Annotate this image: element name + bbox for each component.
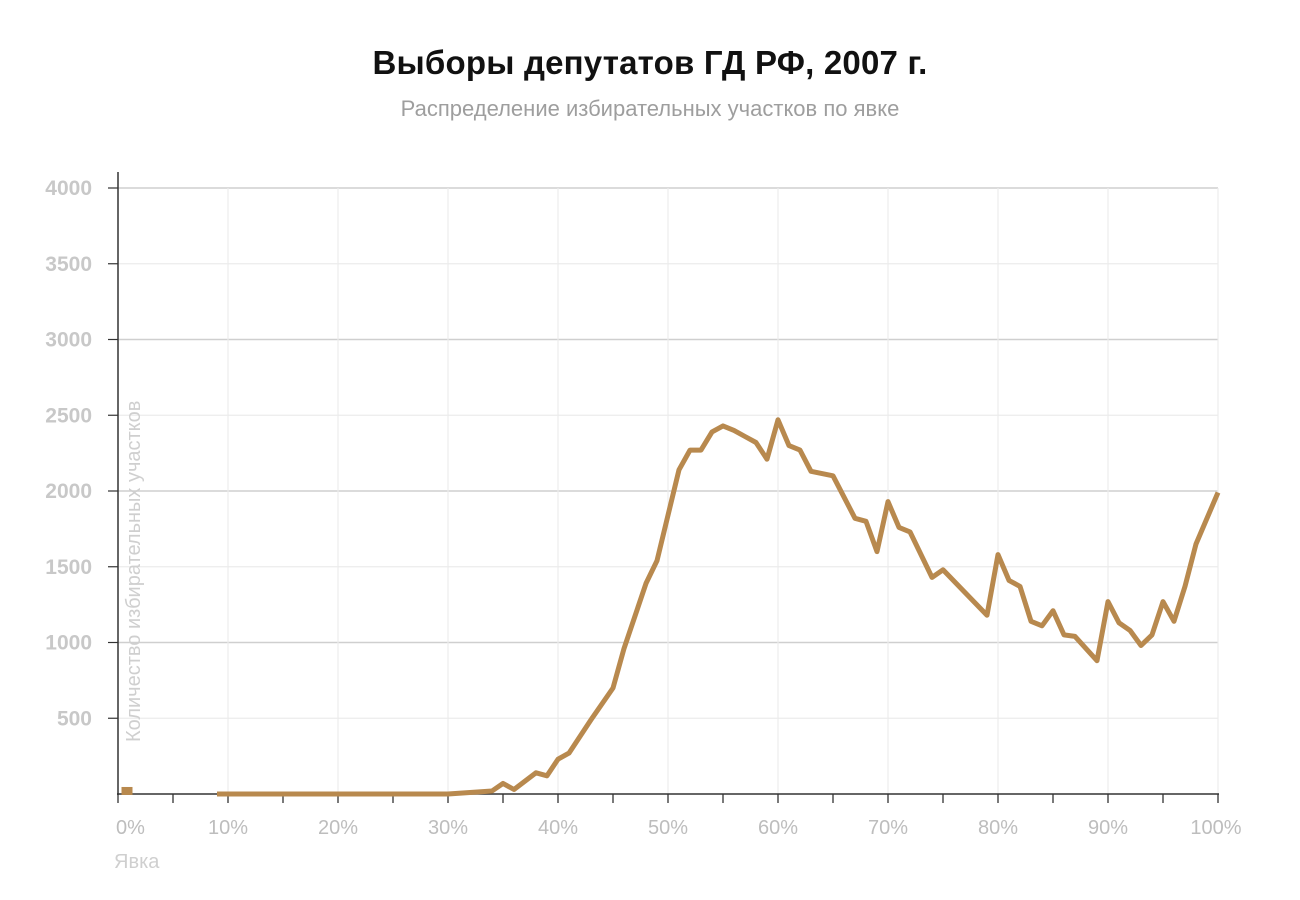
x-tick-label-100: 100% [1190, 817, 1241, 839]
x-tick-label-0: 0% [116, 817, 145, 839]
grid-lines [118, 187, 1219, 794]
y-tick-label-1500: 1500 [45, 556, 92, 579]
x-tick-label-70: 70% [868, 817, 908, 839]
series-line-0 [217, 417, 1221, 797]
x-tick-label-60: 60% [758, 817, 798, 839]
data-series [121, 417, 1221, 797]
x-tick-label-50: 50% [648, 817, 688, 839]
y-tick-label-3000: 3000 [45, 329, 92, 352]
y-tick-label-2500: 2500 [45, 404, 92, 427]
y-tick-label-500: 500 [57, 707, 92, 730]
x-tick-label-90: 90% [1088, 817, 1128, 839]
tick-labels: 500 1000 1500 2000 2500 3000 3500 4000 0% 10% 20% 3… [45, 177, 1242, 839]
x-tick-label-40: 40% [538, 817, 578, 839]
x-tick-label-30: 30% [428, 817, 468, 839]
x-tick-label-10: 10% [208, 817, 248, 839]
y-tick-label-4000: 4000 [45, 177, 92, 200]
data-point-x-0.5 [121, 786, 133, 795]
x-tick-label-80: 80% [978, 817, 1018, 839]
x-tick-label-20: 20% [318, 817, 358, 839]
x-axis-title: Явка [114, 851, 160, 873]
y-tick-label-3500: 3500 [45, 253, 92, 276]
y-tick-label-1000: 1000 [45, 632, 92, 655]
axes [108, 172, 1219, 803]
y-tick-label-2000: 2000 [45, 480, 92, 503]
chart-title: Выборы депутатов ГД РФ, 2007 г. [372, 44, 928, 81]
chart-subtitle: Распределение избирательных участков по … [400, 96, 900, 121]
y-axis-title: Количество избирательных участков [123, 401, 145, 742]
